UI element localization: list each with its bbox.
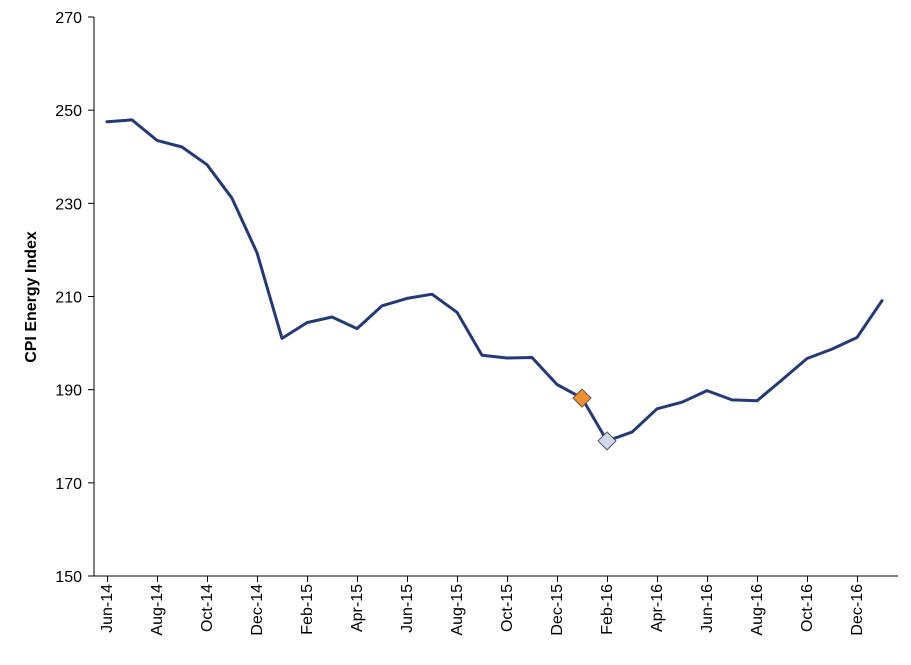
marker-layer (572, 388, 617, 451)
highlight-marker-2 (597, 431, 617, 451)
x-tick-label: Oct-16 (799, 584, 816, 632)
y-tick-label: 170 (55, 476, 82, 493)
highlight-marker-1 (572, 388, 592, 408)
x-tick-label: Dec-15 (549, 584, 566, 636)
x-tick-label: Aug-15 (449, 584, 466, 636)
y-axis: 150 170 190 210 230 250 270 (55, 10, 95, 586)
x-tick-label: Jun-14 (99, 584, 116, 633)
y-tick-label: 270 (55, 10, 82, 27)
y-axis-title: CPI Energy Index (23, 231, 40, 363)
y-tick-label: 210 (55, 290, 82, 307)
y-tick-label: 230 (55, 196, 82, 213)
series-line (105, 118, 884, 443)
x-tick-label: Dec-16 (849, 584, 866, 636)
x-tick-label: Apr-16 (649, 584, 666, 632)
x-tick-label: Aug-16 (749, 584, 766, 636)
x-tick-label: Apr-15 (349, 584, 366, 632)
x-tick-label: Aug-14 (149, 584, 166, 636)
series-layer (105, 118, 884, 443)
y-tick-label: 190 (55, 383, 82, 400)
x-tick-label: Jun-16 (699, 584, 716, 633)
x-tick-label: Jun-15 (399, 584, 416, 633)
x-tick-label: Feb-16 (599, 584, 616, 635)
x-axis: Jun-14 Aug-14 Oct-14 Dec-14 Feb-15 Apr-15 Jun-… (94, 575, 898, 636)
x-tick-label: Dec-14 (249, 584, 266, 636)
y-tick-label: 150 (55, 569, 82, 586)
y-tick-label: 250 (55, 103, 82, 120)
x-tick-label: Oct-15 (499, 584, 516, 632)
x-tick-label: Oct-14 (199, 584, 216, 632)
x-tick-label: Feb-15 (299, 584, 316, 635)
